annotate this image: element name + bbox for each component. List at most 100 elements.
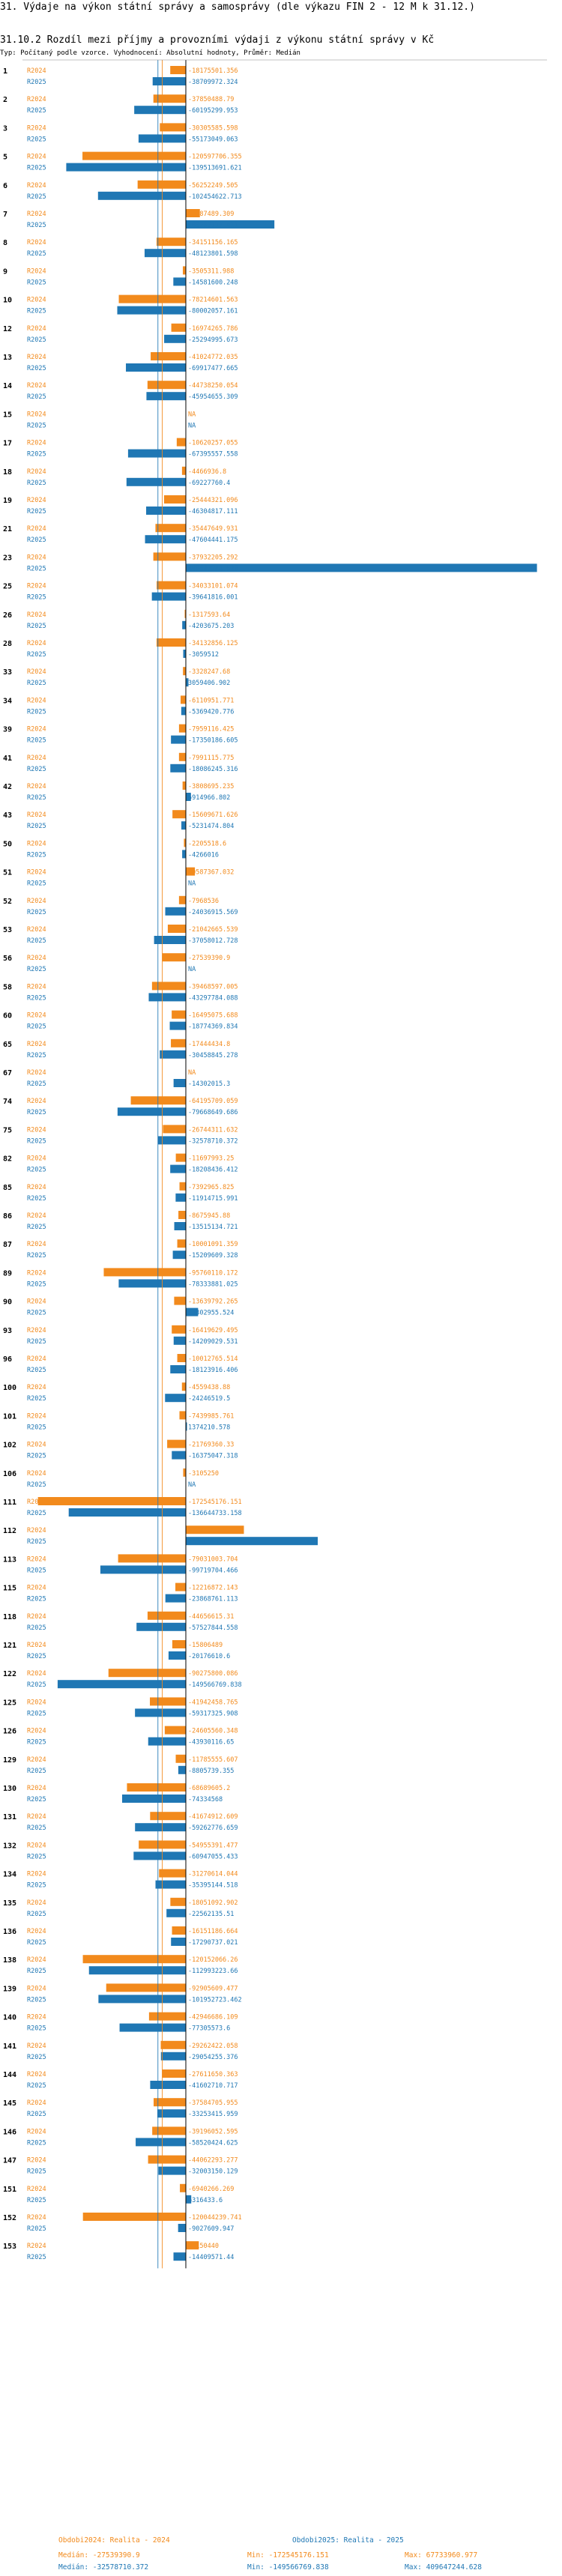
value-label-2024: NA bbox=[188, 411, 196, 418]
series-label-2025: R2025 bbox=[27, 1911, 46, 1918]
series-label-2025: R2025 bbox=[27, 1968, 46, 1975]
series-label-2025: R2025 bbox=[27, 565, 46, 572]
series-label-2025: R2025 bbox=[27, 2054, 46, 2061]
bar-2025 bbox=[165, 1594, 186, 1603]
value-label-2025: -16375047.318 bbox=[188, 1453, 238, 1460]
group-id-label: 2 bbox=[3, 96, 7, 104]
series-label-2024: R2024 bbox=[27, 2043, 46, 2050]
group-id-label: 75 bbox=[3, 1126, 12, 1134]
group-id-label: 58 bbox=[3, 983, 12, 991]
value-label-2024: -6110951.771 bbox=[188, 697, 234, 704]
series-label-2025: R2025 bbox=[27, 2254, 46, 2261]
series-label-2025: R2025 bbox=[27, 1996, 46, 2004]
series-label-2025: R2025 bbox=[27, 508, 46, 515]
bar-2025 bbox=[146, 507, 186, 515]
value-label-2024: -78214601.563 bbox=[188, 297, 238, 304]
group-id-label: 131 bbox=[3, 1813, 16, 1821]
series-label-2024: R2024 bbox=[27, 1470, 46, 1478]
series-label-2025: R2025 bbox=[27, 651, 46, 659]
series-label-2024: R2024 bbox=[27, 1012, 46, 1020]
group-id-label: 10 bbox=[3, 297, 12, 305]
series-label-2024: R2024 bbox=[27, 1527, 46, 1535]
value-label-2024: -16974265.786 bbox=[188, 325, 238, 333]
bar-2025 bbox=[186, 678, 189, 687]
value-label-2024: -27539390.9 bbox=[188, 955, 230, 962]
bar-2024 bbox=[130, 1096, 186, 1105]
value-label-2025: 3059406.902 bbox=[188, 680, 230, 687]
value-label-2025: -55173049.063 bbox=[188, 136, 238, 143]
bar-2025 bbox=[150, 2081, 186, 2089]
group-id-label: 15 bbox=[3, 411, 12, 419]
value-label-2024: -42946686.109 bbox=[188, 2014, 238, 2022]
group-id-label: 19 bbox=[3, 497, 12, 505]
value-label-2025: -43297784.088 bbox=[188, 994, 238, 1002]
bar-2025 bbox=[171, 735, 186, 744]
series-label-2025: R2025 bbox=[27, 766, 46, 773]
value-label-2024: -37850488.79 bbox=[188, 96, 234, 103]
value-label-2024: -39468597.005 bbox=[188, 983, 238, 991]
bar-2024 bbox=[108, 1669, 186, 1678]
series-label-2025: R2025 bbox=[27, 937, 46, 945]
group-id-label: 138 bbox=[3, 1956, 16, 1965]
value-label-2025: -32003150.129 bbox=[188, 2168, 238, 2176]
bar-2024 bbox=[155, 524, 186, 533]
series-label-2025: R2025 bbox=[27, 1424, 46, 1431]
bar-2025 bbox=[182, 850, 186, 859]
bar-2024 bbox=[178, 724, 186, 733]
series-label-2025: R2025 bbox=[27, 451, 46, 459]
value-label-2025: -20176610.6 bbox=[188, 1653, 230, 1660]
group-id-label: 134 bbox=[3, 1871, 16, 1879]
series-label-2025: R2025 bbox=[27, 1710, 46, 1717]
bar-2024 bbox=[153, 552, 186, 561]
series-label-2025: R2025 bbox=[27, 1538, 46, 1546]
bar-2024 bbox=[179, 1182, 186, 1191]
value-label-2025: -14209029.531 bbox=[188, 1338, 238, 1346]
series-label-2024: R2024 bbox=[27, 811, 46, 819]
series-label-2024: R2024 bbox=[27, 297, 46, 304]
bar-2025 bbox=[117, 306, 186, 315]
max-2024: Max: 67733960.977 bbox=[405, 2551, 478, 2560]
value-label-2024: -18051092.902 bbox=[188, 1899, 238, 1907]
value-label-2025: -32578710.372 bbox=[188, 1137, 238, 1145]
series-label-2025: R2025 bbox=[27, 1310, 46, 1317]
bar-2025 bbox=[158, 2166, 186, 2175]
group-id-label: 18 bbox=[3, 468, 12, 477]
bar-2024 bbox=[163, 1125, 186, 1134]
bar-2025 bbox=[157, 1136, 186, 1145]
bar-2025 bbox=[126, 363, 186, 372]
bar-2025 bbox=[160, 1050, 186, 1059]
bar-2024 bbox=[82, 2213, 187, 2221]
bar-2025 bbox=[154, 936, 186, 944]
value-label-2024: -7439985.761 bbox=[188, 1412, 234, 1420]
value-label-2025: -47604441.175 bbox=[188, 536, 238, 544]
series-label-2025: R2025 bbox=[27, 1567, 46, 1574]
bar-2024 bbox=[178, 752, 186, 761]
value-label-2025: -15209609.328 bbox=[188, 1252, 238, 1260]
bar-2024 bbox=[148, 2012, 186, 2021]
value-label-2024: -3105250 bbox=[188, 1470, 219, 1478]
bar-2024 bbox=[154, 2098, 186, 2107]
value-label-2024: -44738250.054 bbox=[188, 382, 238, 390]
bar-2024 bbox=[152, 2126, 186, 2135]
bar-2025 bbox=[135, 1708, 186, 1717]
value-label-2024: -29262422.058 bbox=[188, 2043, 238, 2050]
bar-2025 bbox=[127, 449, 186, 458]
group-id-label: 90 bbox=[3, 1298, 12, 1307]
series-label-2025: R2025 bbox=[27, 680, 46, 687]
series-label-2025: R2025 bbox=[27, 1052, 46, 1059]
group-id-label: 101 bbox=[3, 1412, 16, 1421]
legend-2025: Obdobi2025: Realita - 2025 bbox=[292, 2536, 404, 2545]
value-label-2024: -30305585.598 bbox=[188, 124, 238, 132]
value-label-2024: -21042665.539 bbox=[188, 926, 238, 934]
value-label-2024: -11697993.25 bbox=[188, 1155, 234, 1163]
bar-2025 bbox=[100, 1565, 186, 1574]
series-label-2025: R2025 bbox=[27, 851, 46, 859]
series-label-2024: R2024 bbox=[27, 898, 46, 905]
bar-2025 bbox=[66, 163, 187, 172]
series-label-2025: R2025 bbox=[27, 2168, 46, 2176]
series-label-2025: R2025 bbox=[27, 165, 46, 172]
value-label-2024: -15806489 bbox=[188, 1642, 223, 1649]
series-label-2025: R2025 bbox=[27, 1395, 46, 1403]
group-id-label: 130 bbox=[3, 1785, 16, 1793]
value-label-2025: -48123801.598 bbox=[188, 250, 238, 258]
